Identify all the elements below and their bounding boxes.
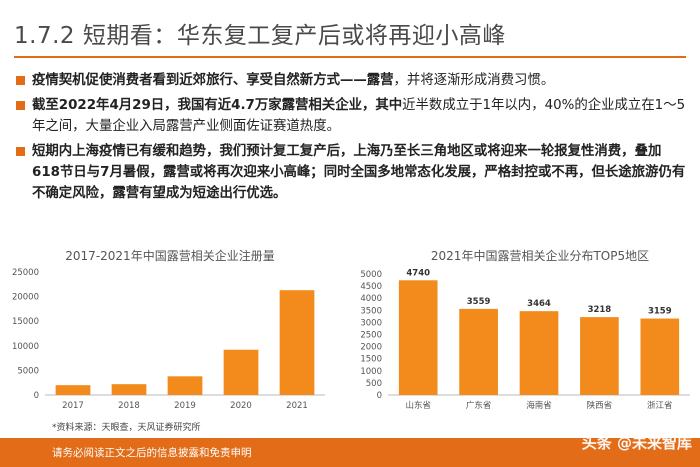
bullet-plain-text: 近半数成立于1年以内，40%的企业成立在1～5年之间，大量企业入局露营产业侧面佐… [32, 98, 686, 134]
y-tick-label: 5000 [360, 270, 382, 280]
y-tick-label: 500 [366, 379, 382, 389]
chart-title: 2017-2021年中国露营相关企业注册量 [65, 248, 274, 263]
y-tick-label: 25000 [12, 268, 39, 278]
registration-bar-chart: 2017-2021年中国露营相关企业注册量 0 5000 10000 15000 2000… [12, 248, 325, 411]
y-tick-label: 0 [34, 391, 39, 401]
title-divider [14, 56, 686, 58]
x-tick-label: 2021 [286, 401, 308, 411]
y-tick-label: 5000 [17, 366, 39, 376]
bullet-list: 疫情契机促使消费者看到近郊旅行、享受自然新方式——露营，并将逐渐形成消费习惯。 … [14, 70, 686, 208]
footer-disclaimer: 请务必阅读正文之后的信息披露和免责申明 [52, 447, 252, 459]
x-tick-label: 海南省 [526, 400, 552, 411]
bullet-marker-icon [16, 147, 25, 156]
bar-2017 [55, 385, 91, 395]
data-label: 3559 [467, 297, 491, 307]
watermark-logo: 头条 @未来智库 [581, 434, 692, 452]
bar-陕西省 [580, 317, 619, 395]
data-label: 3464 [527, 299, 551, 309]
y-tick-label: 10000 [12, 342, 39, 352]
bar-浙江省 [640, 318, 680, 395]
bullet-plain-text: ，并将逐渐形成消费习惯。 [393, 73, 555, 88]
x-tick-label: 山东省 [405, 400, 431, 411]
y-tick-label: 2000 [360, 343, 382, 353]
y-tick-label: 1000 [360, 367, 382, 377]
bullet-item: 短期内上海疫情已有缓和趋势，我们预计复工复产后，上海乃至长三角地区或将迎来一轮报… [14, 141, 686, 204]
x-tick-label: 广东省 [466, 400, 492, 411]
y-tick-label: 2500 [360, 331, 382, 341]
data-label: 4740 [406, 268, 430, 278]
y-tick-label: 0 [377, 391, 382, 401]
y-tick-label: 1500 [360, 355, 382, 365]
bar-海南省 [519, 311, 559, 395]
bullet-bold-text: 截至2022年4月29日，我国有近4.7万家露营相关企业，其中 [32, 98, 403, 113]
x-tick-label: 浙江省 [647, 400, 673, 411]
x-tick-label: 2019 [174, 401, 196, 411]
y-tick-label: 4500 [360, 282, 382, 292]
bullet-bold-text: 疫情契机促使消费者看到近郊旅行、享受自然新方式——露营 [32, 73, 394, 88]
data-label: 3159 [648, 307, 672, 317]
bullet-marker-icon [16, 76, 25, 85]
x-tick-label: 2018 [118, 401, 140, 411]
bar-山东省 [398, 280, 438, 395]
bullet-item: 疫情契机促使消费者看到近郊旅行、享受自然新方式——露营，并将逐渐形成消费习惯。 [14, 70, 686, 91]
footer-bar [0, 438, 700, 467]
top5-regions-bar-chart: 2021年中国露营相关企业分布TOP5地区 0 500 1000 1500 2000 250… [360, 248, 690, 411]
y-tick-label: 3000 [360, 318, 382, 328]
bullet-bold-text: 短期内上海疫情已有缓和趋势，我们预计复工复产后，上海乃至长三角地区或将迎来一轮报… [32, 144, 686, 201]
x-tick-label: 2020 [230, 401, 252, 411]
bar-2019 [167, 376, 203, 395]
chart-title: 2021年中国露营相关企业分布TOP5地区 [431, 248, 649, 263]
bullet-item: 截至2022年4月29日，我国有近4.7万家露营相关企业，其中近半数成立于1年以… [14, 95, 686, 137]
bullet-marker-icon [16, 101, 25, 110]
data-label: 3218 [588, 305, 612, 315]
y-tick-label: 15000 [12, 317, 39, 327]
source-note: *资料来源：天眼查，天风证券研究所 [52, 423, 201, 433]
y-tick-label: 4000 [360, 294, 382, 304]
x-tick-label: 陕西省 [587, 400, 613, 411]
bar-2020 [223, 349, 259, 395]
y-tick-label: 3500 [360, 306, 382, 316]
page-title: 1.7.2 短期看：华东复工复产后或将再迎小高峰 [14, 23, 506, 49]
bar-2021 [279, 290, 315, 395]
bar-广东省 [459, 308, 498, 395]
x-tick-label: 2017 [62, 401, 84, 411]
y-tick-label: 20000 [12, 293, 39, 303]
bar-2018 [111, 384, 147, 395]
